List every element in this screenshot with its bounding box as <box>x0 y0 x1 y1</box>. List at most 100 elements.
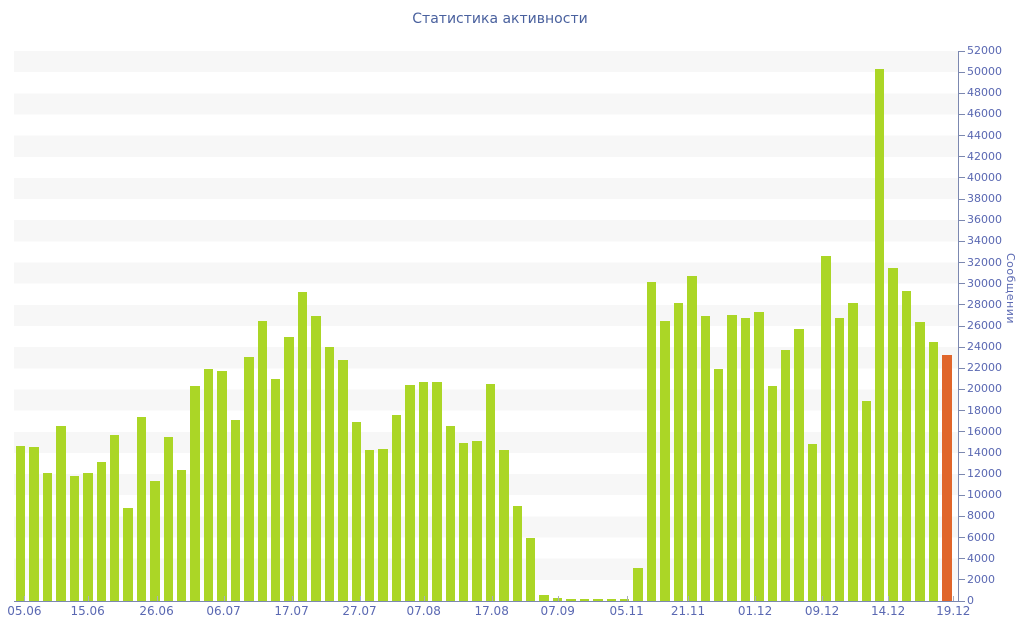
y-axis-tick-label: 6000 <box>967 530 995 544</box>
bar[interactable] <box>177 469 187 601</box>
bar[interactable] <box>418 382 429 601</box>
bar[interactable] <box>136 416 147 601</box>
bar[interactable] <box>364 449 375 601</box>
y-axis-tick <box>959 515 965 517</box>
bar[interactable] <box>96 462 106 601</box>
y-axis-tick-label: 30000 <box>967 276 1002 290</box>
bar[interactable] <box>324 347 335 601</box>
bar[interactable] <box>552 598 563 601</box>
bar[interactable] <box>391 414 402 601</box>
bar[interactable] <box>700 316 710 601</box>
y-axis-tick <box>959 558 965 560</box>
bar[interactable] <box>257 320 268 601</box>
x-axis-tick <box>87 596 89 601</box>
bar[interactable] <box>405 385 415 601</box>
bar[interactable] <box>311 316 321 601</box>
y-axis-tick-label: 24000 <box>967 340 1002 354</box>
bar[interactable] <box>794 329 804 601</box>
bar[interactable] <box>767 386 778 601</box>
bar[interactable] <box>69 476 80 601</box>
y-axis-tick <box>959 410 965 412</box>
bar[interactable] <box>271 378 281 601</box>
bar[interactable] <box>566 598 576 601</box>
bar[interactable] <box>284 336 294 601</box>
y-axis-tick <box>959 262 965 264</box>
bar[interactable] <box>915 321 925 601</box>
bar-series <box>14 51 958 601</box>
bar[interactable] <box>56 426 66 601</box>
bar[interactable] <box>619 598 630 601</box>
y-axis-tick-label: 22000 <box>967 361 1002 375</box>
y-axis-tick <box>959 600 965 602</box>
bar[interactable] <box>458 443 469 601</box>
y-axis-tick <box>959 50 965 52</box>
bar[interactable] <box>499 449 509 601</box>
bar[interactable] <box>472 441 482 601</box>
x-axis-tick-label: 01.12 <box>737 604 773 618</box>
y-axis-tick <box>959 431 965 433</box>
bar[interactable] <box>660 320 670 601</box>
bar[interactable] <box>807 444 818 601</box>
bar[interactable] <box>42 473 53 601</box>
bar[interactable] <box>687 276 697 601</box>
bar[interactable] <box>727 315 737 601</box>
bar[interactable] <box>875 68 885 601</box>
y-axis-tick-label: 44000 <box>967 128 1002 142</box>
x-axis-tick <box>359 596 361 601</box>
y-axis-tick <box>959 388 965 390</box>
bar[interactable] <box>539 594 549 601</box>
x-axis-tick <box>156 596 158 601</box>
bar[interactable] <box>673 302 684 601</box>
y-axis-tick <box>959 135 965 137</box>
bar[interactable] <box>593 598 603 601</box>
bar[interactable] <box>109 434 120 601</box>
bar[interactable] <box>378 448 388 601</box>
bar[interactable] <box>579 598 590 601</box>
y-axis-tick <box>959 367 965 369</box>
y-axis-tick-label: 16000 <box>967 424 1002 438</box>
y-axis-tick <box>959 473 965 475</box>
x-axis-tick <box>888 596 890 601</box>
bar[interactable] <box>351 422 361 601</box>
bar[interactable] <box>190 386 200 601</box>
bar[interactable] <box>244 356 254 601</box>
bar[interactable] <box>633 568 643 601</box>
bar[interactable] <box>29 446 39 601</box>
bar[interactable] <box>163 437 174 601</box>
bar[interactable] <box>740 317 751 601</box>
bar[interactable] <box>834 317 845 601</box>
bar[interactable] <box>526 537 536 601</box>
y-axis-tick-label: 26000 <box>967 319 1002 332</box>
bar[interactable] <box>217 371 227 601</box>
y-axis-tick-label: 42000 <box>967 149 1002 163</box>
x-axis-tick <box>24 596 26 601</box>
bar[interactable] <box>203 369 214 601</box>
bar[interactable] <box>512 505 523 601</box>
x-axis-tick-label: 06.07 <box>206 604 241 618</box>
bar[interactable] <box>888 267 898 601</box>
bar[interactable] <box>338 359 348 601</box>
bar[interactable] <box>901 291 912 601</box>
bar-highlighted[interactable] <box>942 354 952 601</box>
bar[interactable] <box>230 420 241 601</box>
bar[interactable] <box>150 481 160 601</box>
bar[interactable] <box>928 341 939 601</box>
x-axis-tick-label: 27.07 <box>342 604 377 618</box>
bar[interactable] <box>123 507 133 601</box>
bar[interactable] <box>754 312 764 601</box>
bar[interactable] <box>713 369 724 601</box>
bar[interactable] <box>297 292 308 601</box>
bar[interactable] <box>16 445 26 601</box>
bar[interactable] <box>781 350 791 601</box>
bar[interactable] <box>83 473 93 601</box>
bar[interactable] <box>646 281 657 601</box>
y-axis-tick-label: 10000 <box>967 488 1002 502</box>
bar[interactable] <box>485 384 496 601</box>
bar[interactable] <box>861 401 871 601</box>
bar[interactable] <box>432 382 442 601</box>
bar[interactable] <box>445 426 455 601</box>
y-axis-tick-label: 14000 <box>967 445 1002 459</box>
bar[interactable] <box>821 256 831 601</box>
bar[interactable] <box>848 302 858 601</box>
bar[interactable] <box>606 598 616 601</box>
